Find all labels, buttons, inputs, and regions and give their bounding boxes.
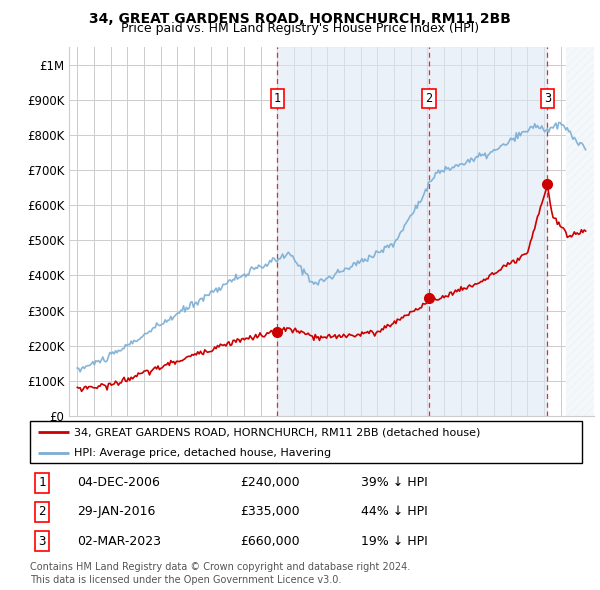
Text: 3: 3: [38, 535, 46, 548]
Text: 19% ↓ HPI: 19% ↓ HPI: [361, 535, 428, 548]
Text: HPI: Average price, detached house, Havering: HPI: Average price, detached house, Have…: [74, 448, 331, 457]
Text: 2: 2: [425, 91, 433, 104]
Text: 1: 1: [274, 91, 281, 104]
Text: £660,000: £660,000: [240, 535, 299, 548]
Text: 1: 1: [38, 476, 46, 489]
Text: 29-JAN-2016: 29-JAN-2016: [77, 505, 155, 519]
FancyBboxPatch shape: [30, 421, 582, 463]
Text: 39% ↓ HPI: 39% ↓ HPI: [361, 476, 428, 489]
Text: 34, GREAT GARDENS ROAD, HORNCHURCH, RM11 2BB: 34, GREAT GARDENS ROAD, HORNCHURCH, RM11…: [89, 12, 511, 26]
Bar: [566, 47, 600, 416]
Text: 04-DEC-2006: 04-DEC-2006: [77, 476, 160, 489]
Text: 2: 2: [38, 505, 46, 519]
Text: £240,000: £240,000: [240, 476, 299, 489]
Text: 02-MAR-2023: 02-MAR-2023: [77, 535, 161, 548]
Text: Price paid vs. HM Land Registry's House Price Index (HPI): Price paid vs. HM Land Registry's House …: [121, 22, 479, 35]
Bar: [277, 47, 547, 416]
Text: 44% ↓ HPI: 44% ↓ HPI: [361, 505, 428, 519]
Text: £335,000: £335,000: [240, 505, 299, 519]
Text: 3: 3: [544, 91, 551, 104]
Text: 34, GREAT GARDENS ROAD, HORNCHURCH, RM11 2BB (detached house): 34, GREAT GARDENS ROAD, HORNCHURCH, RM11…: [74, 427, 481, 437]
Bar: [566, 47, 600, 416]
Text: Contains HM Land Registry data © Crown copyright and database right 2024.
This d: Contains HM Land Registry data © Crown c…: [30, 562, 410, 585]
